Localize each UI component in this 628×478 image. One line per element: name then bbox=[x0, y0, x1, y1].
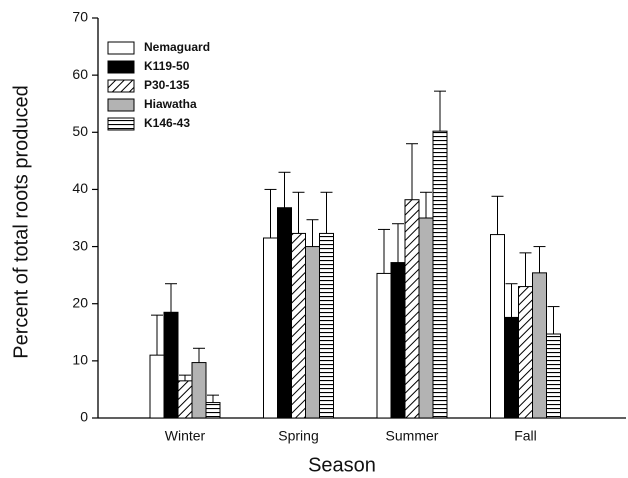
legend-swatch bbox=[107, 79, 135, 93]
error-bar bbox=[547, 306, 560, 334]
y-tick-label: 60 bbox=[72, 66, 88, 82]
bar bbox=[404, 199, 420, 419]
error-bar bbox=[519, 252, 532, 287]
bar bbox=[305, 246, 320, 419]
bar bbox=[149, 354, 165, 419]
y-tick-label: 70 bbox=[72, 9, 88, 25]
bar bbox=[518, 286, 533, 419]
x-tick-label: Summer bbox=[386, 428, 439, 444]
bar bbox=[432, 130, 448, 419]
error-bar bbox=[434, 90, 446, 132]
bar bbox=[532, 272, 547, 419]
legend-swatch bbox=[107, 98, 135, 112]
legend-swatch bbox=[107, 117, 135, 131]
error-bar bbox=[292, 191, 305, 234]
y-tick-label: 40 bbox=[72, 180, 88, 196]
error-bar bbox=[151, 314, 163, 356]
y-tick-label: 30 bbox=[72, 237, 88, 253]
y-tick-label: 20 bbox=[72, 294, 88, 310]
error-bar bbox=[179, 374, 191, 381]
bar bbox=[319, 232, 334, 419]
legend-swatch bbox=[107, 60, 135, 74]
legend-label: Nemaguard bbox=[144, 40, 210, 54]
error-bar bbox=[306, 219, 319, 247]
bar bbox=[277, 207, 292, 419]
error-bar bbox=[533, 246, 546, 273]
legend-label: P30-135 bbox=[144, 78, 190, 92]
error-bar bbox=[278, 171, 291, 208]
error-bar bbox=[207, 394, 219, 403]
legend-label: K119-50 bbox=[144, 59, 190, 73]
error-bar bbox=[193, 347, 205, 363]
legend-label: K146-43 bbox=[144, 116, 190, 130]
error-bar bbox=[420, 191, 432, 218]
x-tick-label: Spring bbox=[278, 428, 318, 444]
error-bar bbox=[505, 283, 518, 318]
x-axis-title: Season bbox=[308, 454, 376, 476]
error-bar bbox=[378, 228, 390, 274]
bar bbox=[191, 362, 207, 419]
error-bar bbox=[392, 223, 404, 263]
bar bbox=[205, 402, 221, 419]
bar bbox=[390, 262, 406, 419]
bar bbox=[376, 272, 392, 419]
bar bbox=[490, 234, 505, 419]
error-bar bbox=[491, 195, 504, 235]
error-bar bbox=[264, 188, 277, 238]
bar bbox=[418, 217, 434, 419]
x-tick-label: Winter bbox=[165, 428, 206, 444]
bar bbox=[163, 311, 179, 419]
error-bar bbox=[165, 283, 177, 313]
x-tick-label: Fall bbox=[514, 428, 537, 444]
error-bar bbox=[320, 191, 333, 234]
y-axis-title: Percent of total roots produced bbox=[10, 85, 32, 359]
legend-swatch bbox=[107, 41, 135, 55]
error-bar bbox=[406, 143, 418, 200]
bar bbox=[177, 380, 193, 419]
y-tick-label: 0 bbox=[80, 409, 88, 425]
y-tick-label: 50 bbox=[72, 123, 88, 139]
bar bbox=[291, 232, 306, 419]
bar bbox=[546, 333, 561, 419]
y-tick-label: 10 bbox=[72, 352, 88, 368]
bar bbox=[504, 316, 519, 419]
bar bbox=[263, 237, 278, 419]
legend-label: Hiawatha bbox=[144, 97, 197, 111]
